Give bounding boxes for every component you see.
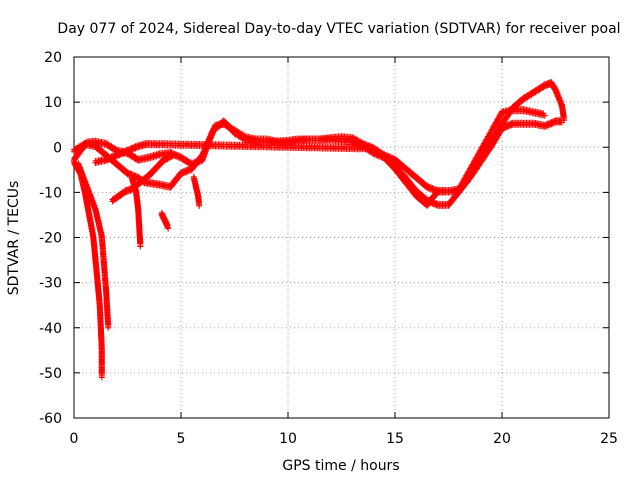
main-track-point	[557, 97, 564, 104]
axis-ticks	[73, 56, 610, 419]
drop-branch-b-point	[76, 163, 83, 170]
third-track-point	[541, 112, 548, 119]
x-tick-label: 15	[386, 431, 404, 447]
second-track-point	[349, 137, 356, 144]
x-tick-label: 5	[177, 431, 186, 447]
second-track-point	[357, 141, 364, 148]
main-track-point	[112, 145, 119, 152]
second-track-point	[124, 169, 131, 176]
third-track-point	[382, 151, 389, 158]
main-track-point	[552, 85, 559, 92]
third-track-point	[381, 151, 388, 158]
y-tick-label: 0	[53, 140, 62, 156]
third-track-point	[385, 152, 392, 159]
y-tick-label: -10	[39, 185, 62, 201]
third-track-point	[386, 153, 393, 160]
third-track-point	[380, 150, 386, 157]
main-track-point	[176, 152, 183, 159]
drop-branch-c-point	[137, 243, 144, 250]
fragment-f-point	[169, 153, 176, 160]
y-axis-label: SDTVAR / TECUs	[6, 181, 22, 296]
second-track-point	[127, 170, 134, 177]
y-tick-label: -20	[39, 231, 62, 247]
y-tick-label: -60	[39, 411, 62, 427]
drop-branch-b-point	[80, 174, 87, 181]
third-track-point	[425, 183, 432, 190]
main-track-point	[172, 151, 179, 158]
data-points	[71, 79, 568, 381]
third-track-point	[424, 182, 431, 189]
drop-branch-b-point	[91, 202, 98, 209]
x-tick-label: 10	[279, 431, 297, 447]
x-tick-label: 20	[493, 431, 511, 447]
y-tick-label: -30	[39, 276, 62, 292]
second-track-point	[558, 119, 565, 126]
fragment-d-point	[165, 225, 172, 232]
fragment-e-point	[196, 202, 203, 209]
second-track-point	[351, 138, 358, 145]
second-track-point	[551, 118, 558, 124]
y-tick-label: 10	[44, 95, 62, 111]
third-track-point	[432, 186, 439, 193]
main-track-point	[174, 151, 180, 158]
third-track-point	[428, 184, 435, 191]
drop-branch-a-point	[98, 374, 105, 381]
third-track-point	[429, 185, 436, 192]
drop-branch-b-point	[82, 178, 89, 185]
drop-branch-b-point	[87, 191, 93, 198]
drop-branch-b-point	[105, 324, 112, 331]
y-tick-label: -50	[39, 366, 62, 382]
main-track-point	[553, 88, 560, 95]
second-track-point	[240, 134, 247, 141]
main-track-point	[433, 200, 440, 207]
fragment-d-point	[164, 222, 171, 229]
drop-branch-b-point	[83, 182, 90, 189]
main-track-point	[558, 100, 565, 107]
main-track-point	[554, 91, 561, 98]
drop-branch-b-point	[77, 165, 84, 172]
main-track-point	[555, 93, 562, 99]
main-track-point	[556, 95, 563, 102]
y-tick-label: 20	[44, 50, 62, 66]
chart-title: Day 077 of 2024, Sidereal Day-to-day VTE…	[57, 21, 620, 37]
y-tick-label: -40	[39, 321, 62, 337]
drop-branch-b-point	[88, 194, 95, 201]
x-tick-label: 0	[70, 431, 79, 447]
drop-branch-b-point	[85, 187, 92, 194]
x-tick-labels: 0 5 10 15 20 25	[70, 431, 618, 447]
y-tick-labels: -60 -50 -40 -30 -20 -10 0 10 20	[39, 50, 62, 427]
fragment-f-point	[168, 151, 175, 158]
x-axis-label: GPS time / hours	[282, 458, 399, 474]
third-track-point	[389, 154, 396, 161]
x-tick-label: 25	[600, 431, 618, 447]
